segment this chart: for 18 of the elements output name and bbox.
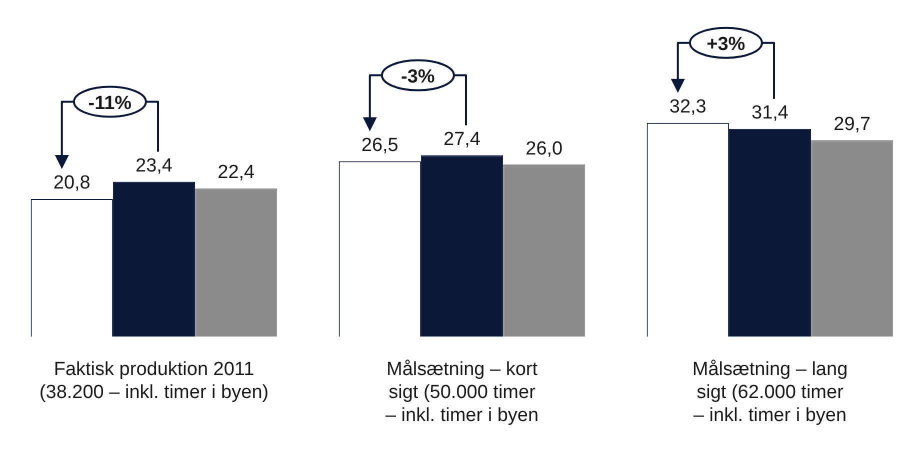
data-label: 29,7 bbox=[834, 114, 871, 135]
data-label: 26,5 bbox=[361, 134, 398, 156]
bar bbox=[195, 188, 278, 337]
x-tick-label: Målsætning – lang sigt (62.000 timer – inkl. timer i byen bbox=[692, 359, 848, 426]
data-label: 26,0 bbox=[526, 138, 563, 160]
data-label: 27,4 bbox=[444, 129, 481, 150]
x-tick-label: Faktisk produktion 2011 (38.200 – inkl. timer i byen) bbox=[39, 359, 269, 404]
data-label: 23,4 bbox=[136, 155, 173, 176]
x-tick-label: Målsætning – kort sigt (50.000 timer – inkl. timer i byen bbox=[385, 359, 539, 426]
text: +3% bbox=[706, 34, 746, 55]
data-label: 32,3 bbox=[669, 96, 706, 118]
bar bbox=[503, 164, 586, 337]
data-label: 31,4 bbox=[752, 102, 789, 124]
data-label: 22,4 bbox=[218, 162, 256, 184]
data-label: 20,8 bbox=[53, 172, 90, 194]
text: -11% bbox=[88, 92, 132, 114]
bar bbox=[811, 140, 894, 337]
text: -3% bbox=[401, 66, 435, 88]
